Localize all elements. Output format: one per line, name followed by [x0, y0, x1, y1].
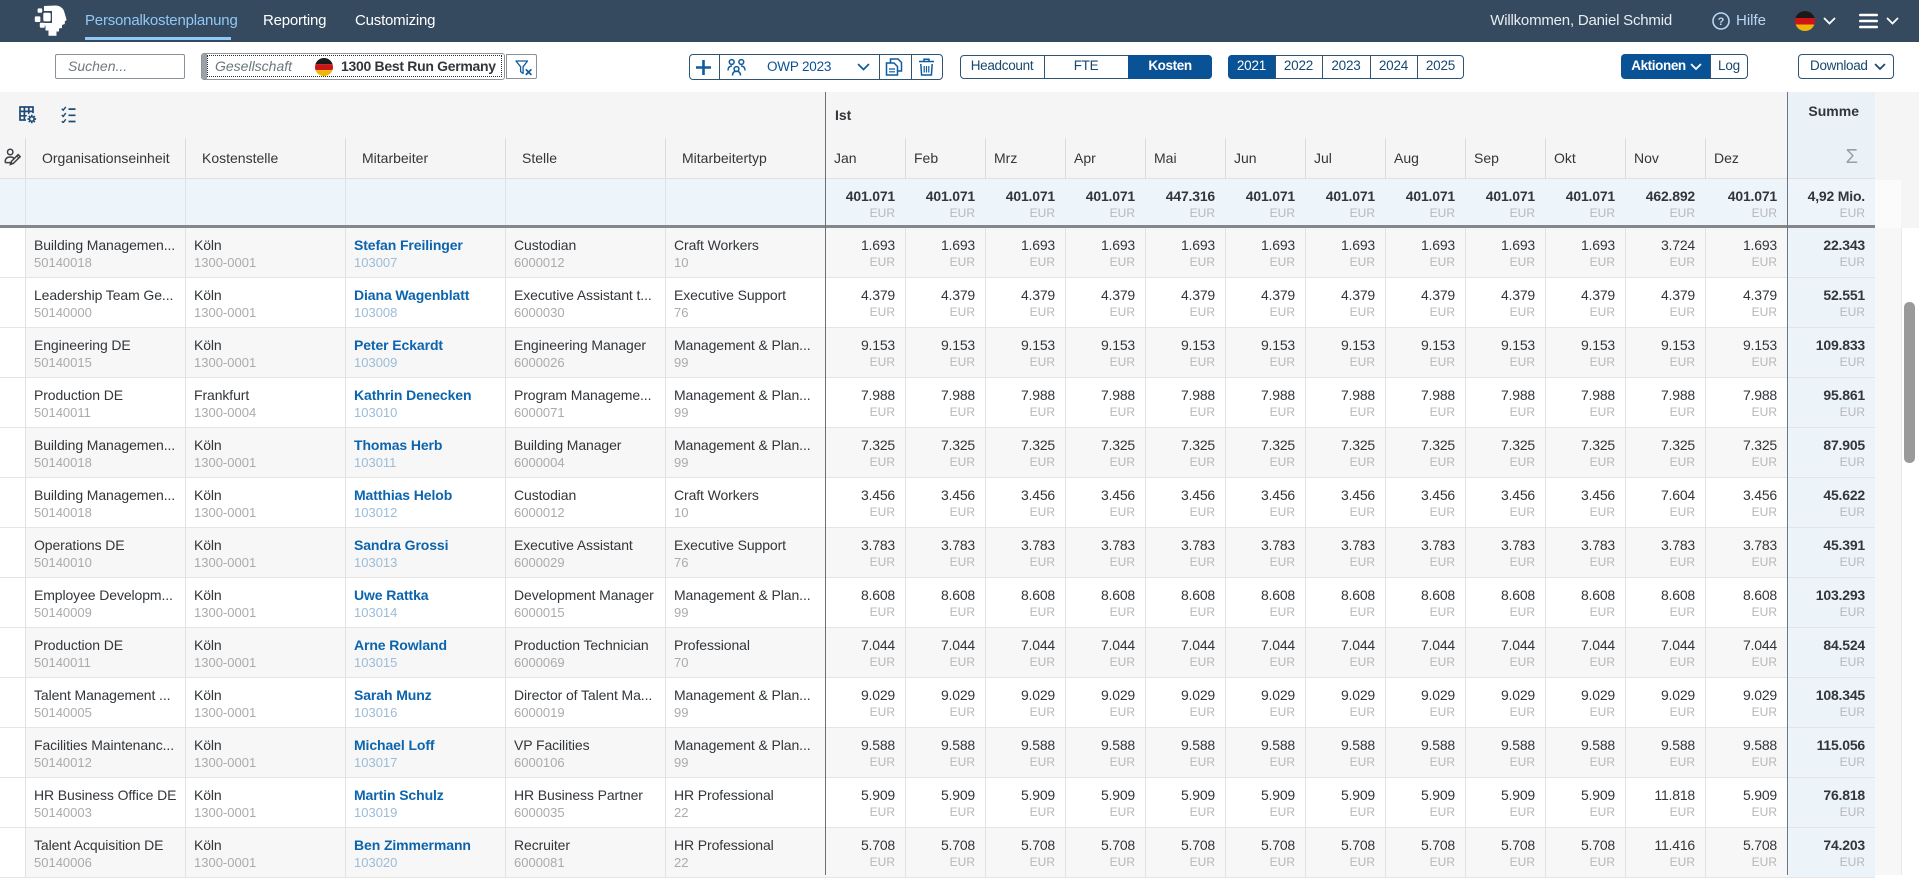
svg-text:?: ?	[1718, 16, 1725, 28]
